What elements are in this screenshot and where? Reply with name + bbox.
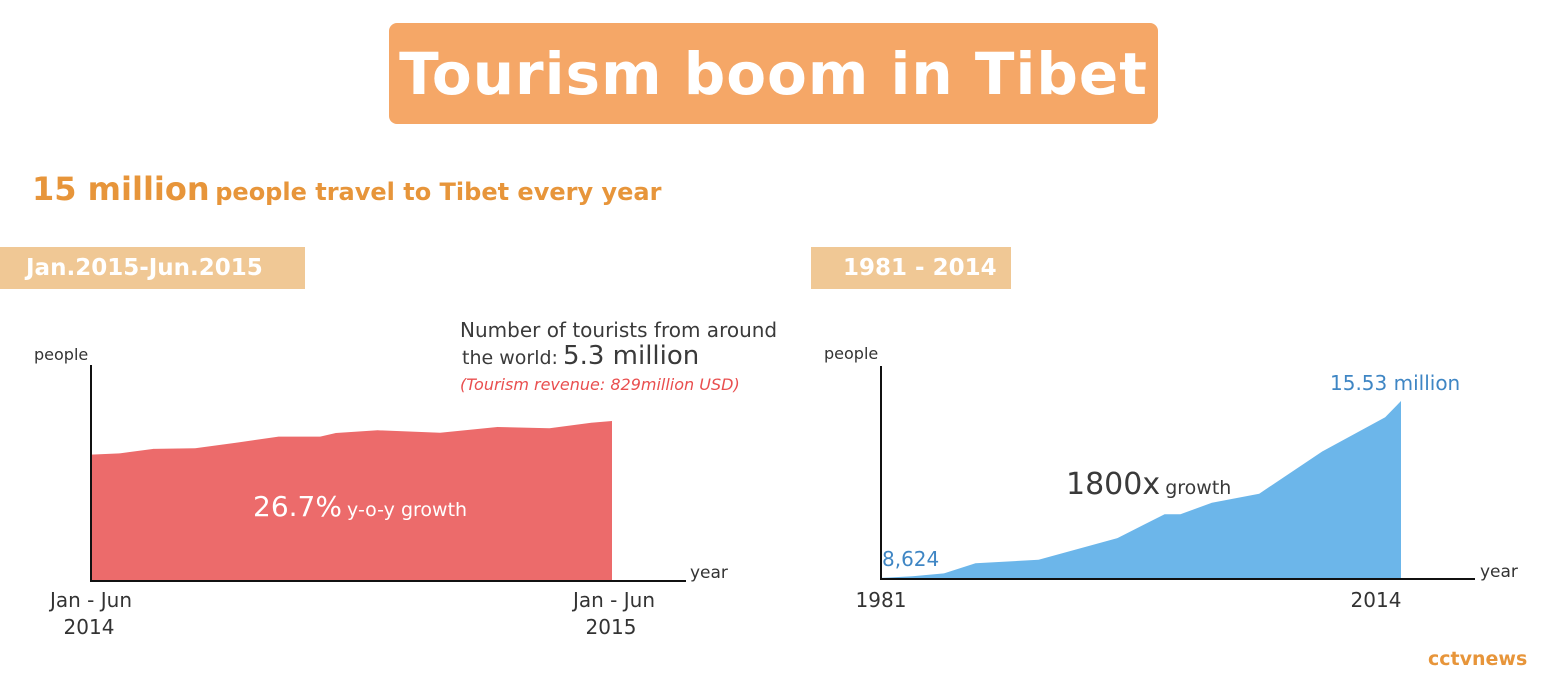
tourists-total-value: 5.3 million <box>563 341 700 371</box>
x-tick-label-1-1: 2014 <box>1351 588 1402 612</box>
x-tick-label-0-0-line1: Jan - Jun <box>48 588 132 612</box>
y-axis-label-0: people <box>34 345 88 364</box>
area-series-0 <box>91 421 612 580</box>
tourists-annotation-prefix: the world: <box>462 347 558 369</box>
x-tick-label-0-1-line1: Jan - Jun <box>571 588 655 612</box>
tourists-annotation-line1: Number of tourists from around <box>460 318 778 342</box>
x-tick-label-0-0-line2: 2014 <box>64 615 115 639</box>
area-series-1 <box>881 401 1401 578</box>
headline: 15 million people travel to Tibet every … <box>32 170 661 208</box>
x-axis-label-1: year <box>1480 562 1518 582</box>
y-axis-label-1: people <box>824 344 878 363</box>
title-banner: Tourism boom in Tibet <box>389 23 1158 124</box>
revenue-annotation: (Tourism revenue: 829million USD) <box>460 375 740 394</box>
end-value-label: 15.53 million <box>1330 371 1461 395</box>
x-tick-label-0-1-line2: 2015 <box>586 615 637 639</box>
tourists-annotation-line2: the world: 5.3 million <box>462 341 699 371</box>
x-tick-label-1-0: 1981 <box>856 588 907 612</box>
right-growth-annotation: 1800x growth <box>1066 467 1231 502</box>
x-axis-label-0: year <box>690 563 728 583</box>
left-growth-label: y-o-y growth <box>347 499 468 521</box>
right-growth-label: growth <box>1165 477 1232 499</box>
period-label-right: 1981 - 2014 <box>811 247 1011 289</box>
left-growth-value: 26.7% <box>253 490 342 523</box>
right-growth-value: 1800x <box>1066 467 1161 502</box>
period-label-left: Jan.2015-Jun.2015 <box>0 247 305 289</box>
headline-value: 15 million <box>32 170 210 208</box>
page-title: Tourism boom in Tibet <box>399 39 1148 108</box>
start-value-label: 8,624 <box>882 547 940 571</box>
brand-logo: cctvnews <box>1428 648 1528 670</box>
left-growth-annotation: 26.7% y-o-y growth <box>253 490 467 523</box>
headline-text: people travel to Tibet every year <box>215 178 662 206</box>
